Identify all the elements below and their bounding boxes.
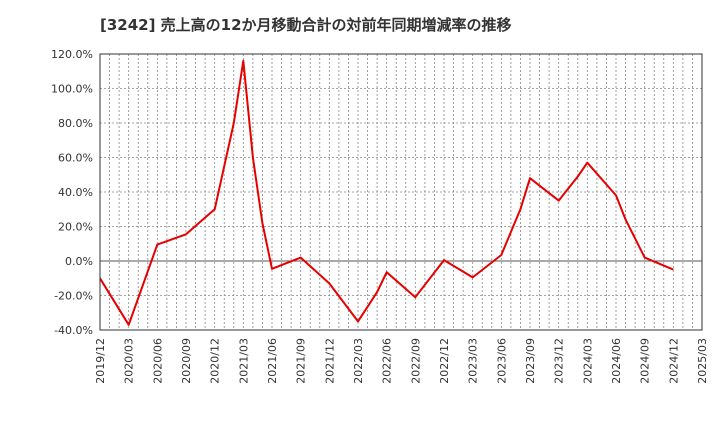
- x-tick-label: 2023/06: [495, 338, 508, 384]
- y-axis-ticks: -40.0% -20.0% 0.0% 20.0% 40.0% 60.0% 80.0% 100.…: [51, 48, 93, 337]
- x-tick-label: 2021/06: [266, 338, 279, 384]
- y-tick-label: 120.0%: [51, 48, 93, 61]
- x-tick-label: 2020/09: [180, 338, 193, 384]
- x-tick-label: 2024/06: [610, 338, 623, 384]
- x-tick-label: 2022/06: [381, 338, 394, 384]
- x-tick-label: 2024/03: [581, 338, 594, 384]
- x-tick-label: 2022/03: [352, 338, 365, 384]
- x-tick-label: 2021/09: [295, 338, 308, 384]
- x-tick-label: 2020/06: [151, 338, 164, 384]
- y-tick-label: 20.0%: [58, 221, 93, 234]
- x-axis-ticks: 2019/12 2020/03 2020/06 2020/09 2020/12 2021/…: [94, 338, 709, 384]
- chart-title: [3242] 売上高の12か月移動合計の対前年同期増減率の推移: [100, 16, 512, 34]
- y-tick-label: -20.0%: [54, 290, 93, 303]
- horizontal-gridlines: [100, 88, 702, 296]
- x-tick-label: 2022/12: [438, 338, 451, 384]
- x-tick-label: 2024/12: [667, 338, 680, 384]
- series-line: [99, 59, 674, 326]
- series-group: [99, 59, 674, 326]
- x-tick-label: 2023/09: [524, 338, 537, 384]
- x-tick-label: 2020/03: [123, 338, 136, 384]
- y-tick-label: 60.0%: [58, 152, 93, 165]
- y-tick-label: 80.0%: [58, 117, 93, 130]
- x-tick-label: 2025/03: [696, 338, 709, 384]
- x-tick-label: 2021/03: [237, 338, 250, 384]
- x-tick-label: 2022/09: [409, 338, 422, 384]
- x-tick-label: 2020/12: [209, 338, 222, 384]
- plot-frame: [99, 53, 703, 331]
- y-tick-label: 100.0%: [51, 83, 93, 96]
- x-tick-label: 2024/09: [639, 338, 652, 384]
- y-tick-label: 40.0%: [58, 186, 93, 199]
- x-tick-label: 2019/12: [94, 338, 107, 384]
- y-tick-label: -40.0%: [54, 324, 93, 337]
- x-tick-label: 2023/03: [467, 338, 480, 384]
- x-tick-label: 2023/12: [553, 338, 566, 384]
- y-tick-label: 0.0%: [65, 255, 93, 268]
- x-tick-label: 2021/12: [323, 338, 336, 384]
